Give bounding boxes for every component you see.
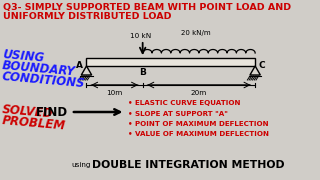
Text: • ELASTIC CURVE EQUATION: • ELASTIC CURVE EQUATION <box>128 100 241 106</box>
Text: BOUNDARY: BOUNDARY <box>2 59 76 78</box>
Text: 10 kN: 10 kN <box>130 33 152 39</box>
Text: B: B <box>139 68 146 77</box>
Text: CONDITIONS: CONDITIONS <box>2 70 86 90</box>
Polygon shape <box>81 66 92 75</box>
Text: using: using <box>71 162 91 168</box>
Polygon shape <box>250 66 260 75</box>
Text: 10m: 10m <box>107 90 123 96</box>
Text: Q3- SIMPLY SUPPORTED BEAM WITH POINT LOAD AND: Q3- SIMPLY SUPPORTED BEAM WITH POINT LOA… <box>4 3 292 12</box>
Text: FIND: FIND <box>36 105 68 118</box>
Text: A: A <box>76 61 83 70</box>
Text: • SLOPE AT SUPPORT "A": • SLOPE AT SUPPORT "A" <box>128 111 228 116</box>
Text: SOLVED: SOLVED <box>2 103 54 120</box>
Text: • POINT OF MAXIMUM DEFLECTION: • POINT OF MAXIMUM DEFLECTION <box>128 121 268 127</box>
Text: UNIFORMLY DISTRIBUTED LOAD: UNIFORMLY DISTRIBUTED LOAD <box>4 12 172 21</box>
Text: DOUBLE INTEGRATION METHOD: DOUBLE INTEGRATION METHOD <box>92 160 284 170</box>
Text: • VALUE OF MAXIMUM DEFLECTION: • VALUE OF MAXIMUM DEFLECTION <box>128 132 269 138</box>
Text: 20m: 20m <box>191 90 207 96</box>
Text: PROBLEM: PROBLEM <box>2 114 67 132</box>
Text: C: C <box>259 61 265 70</box>
Bar <box>86 58 255 66</box>
Text: 20 kN/m: 20 kN/m <box>181 30 211 36</box>
Text: USING: USING <box>2 48 44 65</box>
